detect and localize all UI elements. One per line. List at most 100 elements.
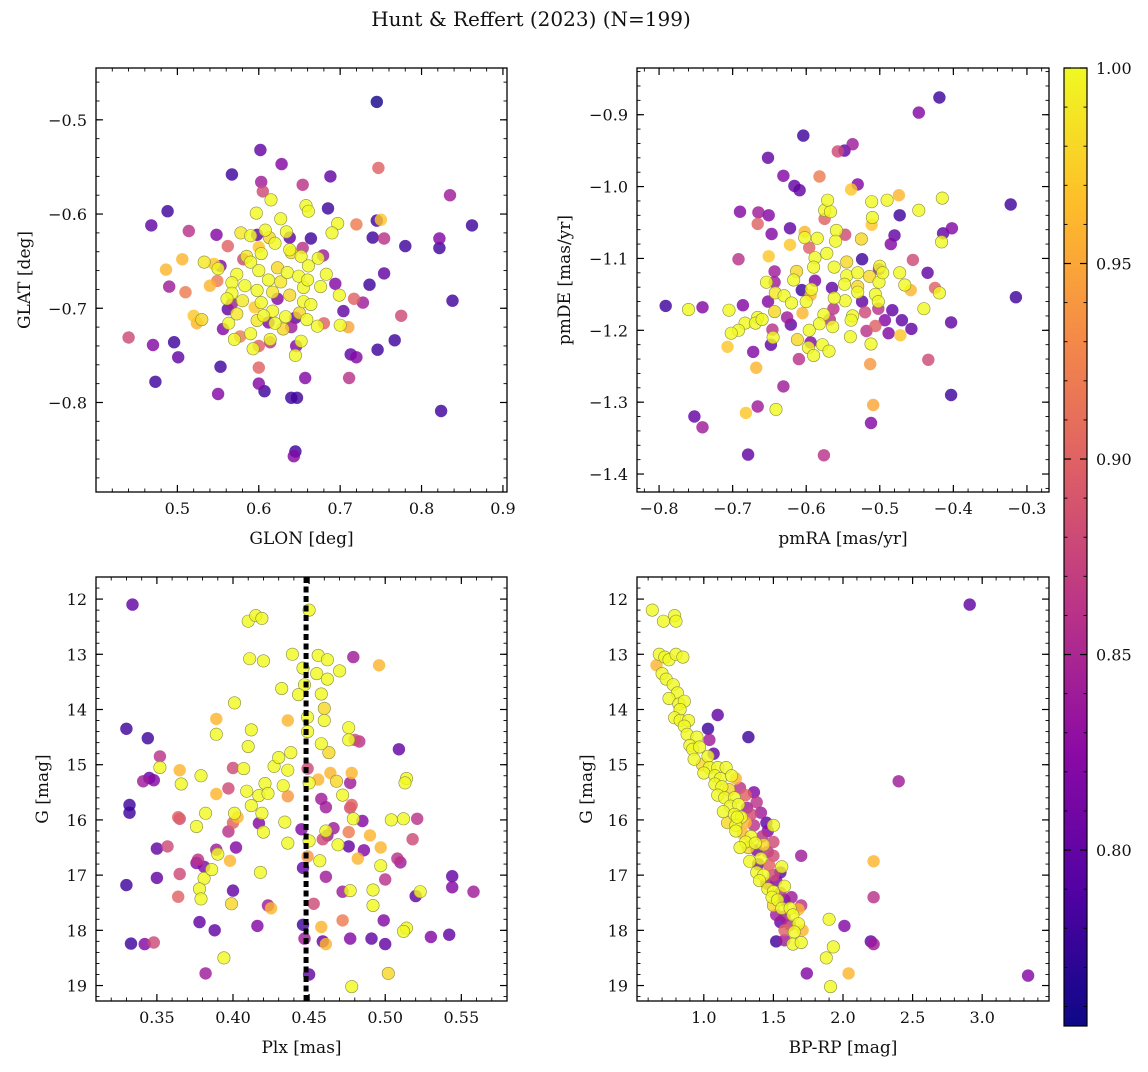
data-point	[783, 238, 797, 251]
data-point	[301, 259, 315, 273]
data-point	[878, 314, 892, 327]
data-point	[371, 343, 384, 356]
data-point	[272, 750, 286, 764]
data-point	[274, 212, 288, 226]
data-point	[276, 779, 290, 793]
data-point	[149, 375, 162, 388]
y-tick-label: 12	[608, 590, 628, 609]
data-point	[803, 241, 816, 254]
data-point	[721, 340, 734, 353]
x-tick-label: 2.0	[830, 1008, 855, 1027]
data-point	[944, 388, 958, 402]
data-point	[379, 937, 392, 951]
data-point	[778, 924, 791, 937]
data-point	[337, 304, 350, 318]
data-point	[767, 849, 780, 862]
data-point	[146, 338, 160, 352]
y-tick-label: 16	[608, 811, 628, 830]
data-point	[240, 784, 254, 798]
y-tick-label: −1.2	[589, 321, 628, 340]
data-point	[443, 189, 457, 202]
data-point	[281, 790, 294, 803]
data-point	[287, 450, 300, 463]
data-point	[307, 897, 320, 910]
x-tick-label: 1.0	[691, 1008, 716, 1027]
data-point	[876, 266, 890, 280]
x-tick-label: −0.7	[713, 499, 752, 518]
data-point	[797, 129, 810, 142]
colorbar-gradient	[1063, 67, 1088, 1027]
data-point	[253, 865, 267, 879]
y-tick-label: −0.5	[48, 111, 87, 130]
data-point	[333, 664, 347, 678]
data-point	[225, 897, 239, 911]
y-tick-label: 18	[608, 921, 628, 940]
data-point	[825, 281, 839, 295]
data-point	[467, 885, 480, 898]
data-point	[159, 263, 173, 276]
x-tick-label: 0.9	[490, 499, 515, 518]
data-point	[120, 722, 133, 735]
data-point	[443, 928, 456, 941]
x-tick-label: −0.8	[640, 499, 679, 518]
data-point	[319, 870, 333, 883]
x-tick-label: 0.45	[291, 1008, 327, 1027]
data-point	[347, 292, 361, 305]
data-point	[822, 912, 836, 926]
data-point	[659, 299, 672, 313]
data-point	[243, 652, 257, 666]
panel-glon-glat: 0.5 0.6 0.7 0.8 0.9 −0.8 −0.7 −0.6 −0.5 GLON [deg…	[15, 67, 516, 549]
data-point	[851, 266, 865, 280]
data-point	[739, 406, 753, 420]
data-point	[237, 762, 251, 776]
data-point	[372, 659, 386, 672]
data-point	[329, 774, 343, 788]
data-point	[775, 860, 789, 874]
data-point	[366, 898, 380, 912]
data-point	[194, 769, 208, 783]
data-point	[344, 932, 357, 945]
data-point	[284, 746, 298, 760]
axes-frame	[95, 67, 508, 493]
plot-area	[659, 91, 1023, 462]
data-point	[123, 806, 136, 819]
data-point	[933, 91, 946, 104]
data-point	[238, 279, 252, 293]
data-point	[137, 775, 150, 788]
data-point	[826, 320, 840, 334]
data-point	[244, 229, 258, 243]
data-point	[320, 672, 334, 686]
data-point	[752, 206, 765, 219]
data-point	[254, 296, 268, 310]
x-axis-label: BP-RP [mag]	[789, 1038, 898, 1058]
data-point	[821, 193, 835, 207]
data-point	[840, 255, 854, 269]
x-axis-label: Plx [mas]	[261, 1038, 341, 1058]
data-point	[322, 746, 336, 760]
plot-area	[120, 577, 480, 1001]
data-point	[777, 169, 790, 182]
data-point	[331, 838, 345, 852]
data-point	[754, 852, 768, 866]
data-point	[331, 217, 345, 231]
data-point	[211, 262, 225, 276]
x-tick-label: 0.40	[215, 1008, 251, 1027]
data-point	[793, 184, 806, 197]
data-point	[314, 280, 328, 294]
data-point	[120, 878, 133, 892]
data-point	[446, 881, 459, 894]
data-point	[275, 157, 288, 171]
figure-title: Hunt & Reffert (2023) (N=199)	[371, 7, 691, 31]
data-point	[384, 813, 398, 827]
data-point	[741, 448, 755, 461]
axes-frame	[95, 576, 508, 1002]
data-point	[784, 296, 798, 310]
data-point	[807, 348, 821, 362]
data-point	[258, 223, 272, 237]
data-point	[865, 195, 879, 209]
data-point	[252, 361, 265, 374]
data-point	[153, 750, 167, 763]
data-point	[1021, 969, 1035, 982]
data-point	[220, 292, 234, 306]
data-point	[194, 892, 208, 906]
